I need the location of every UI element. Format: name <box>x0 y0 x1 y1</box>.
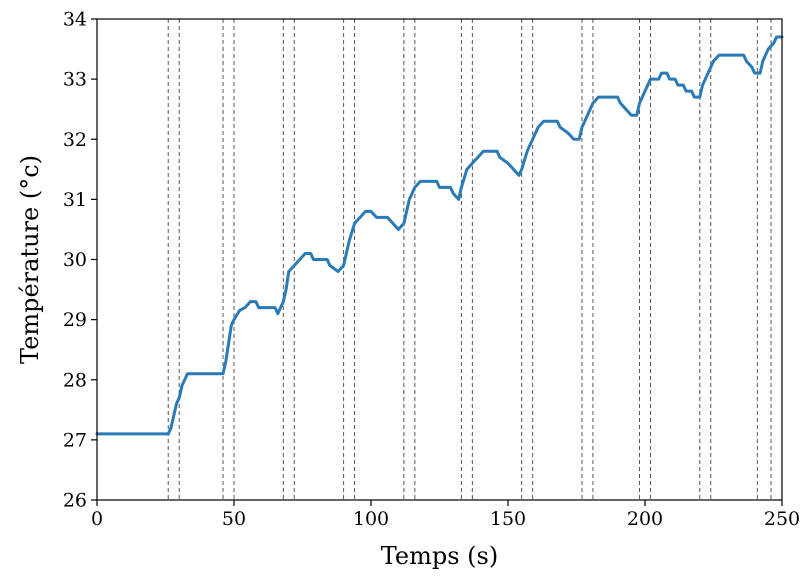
y-tick-label: 28 <box>63 369 87 391</box>
temperature-series-line <box>95 35 784 436</box>
vertical-reference-lines <box>167 19 772 500</box>
y-tick-label: 27 <box>63 429 87 451</box>
series-layer <box>95 35 784 436</box>
y-tick-label: 31 <box>63 189 87 211</box>
y-tick-label: 34 <box>63 9 87 31</box>
x-axis-title: Temps (s) <box>381 542 498 570</box>
x-tick-label: 100 <box>353 508 389 530</box>
y-tick-label: 30 <box>63 249 87 271</box>
y-axis-title: Température (°c) <box>16 155 44 364</box>
y-tick-label: 32 <box>63 129 87 151</box>
x-tick-label: 0 <box>91 508 103 530</box>
y-tick-label: 26 <box>63 490 87 512</box>
y-tick-label: 29 <box>63 309 87 331</box>
axis-ticks: 0 50 100 150 200 250 26 27 28 29 30 31 32 33 34 <box>63 9 800 531</box>
x-tick-label: 250 <box>764 508 800 530</box>
x-tick-label: 200 <box>627 508 663 530</box>
x-tick-label: 50 <box>222 508 246 530</box>
y-tick-label: 33 <box>63 69 87 91</box>
x-tick-label: 150 <box>490 508 526 530</box>
plot-frame <box>96 18 783 501</box>
